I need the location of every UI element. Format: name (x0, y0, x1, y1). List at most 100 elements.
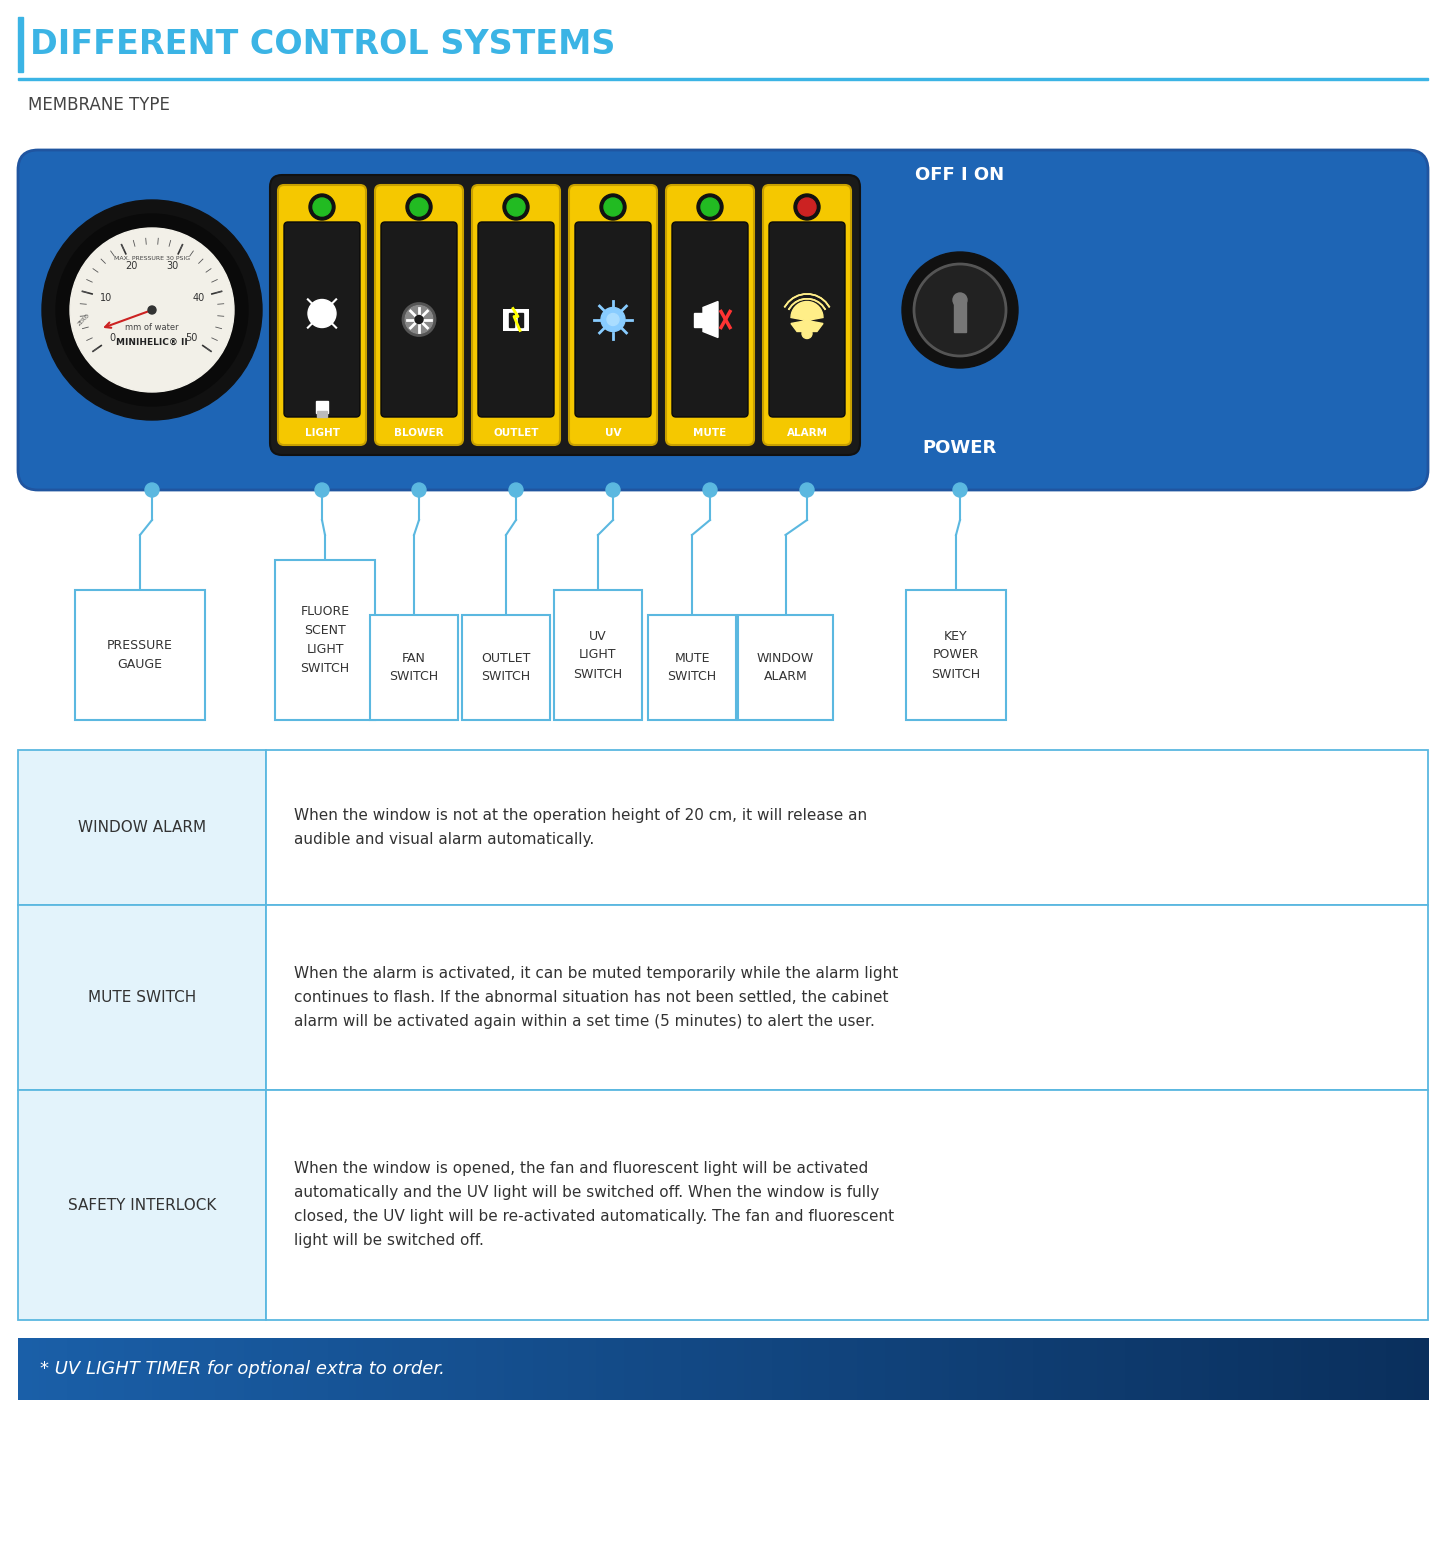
Bar (907, 1337, 914, 1400)
Circle shape (703, 483, 717, 497)
Bar (561, 1337, 568, 1400)
Bar (617, 1337, 625, 1400)
Bar (1152, 1337, 1161, 1400)
Bar (949, 1337, 957, 1400)
Bar (1047, 1337, 1056, 1400)
Bar (610, 1337, 619, 1400)
Text: FAN
SWITCH: FAN SWITCH (389, 652, 438, 683)
Bar (356, 1337, 364, 1400)
Bar (518, 313, 523, 327)
Bar (32, 1337, 40, 1400)
Circle shape (312, 199, 331, 216)
Text: When the window is opened, the fan and fluorescent light will be activated
autom: When the window is opened, the fan and f… (294, 1162, 894, 1248)
Bar (645, 1337, 654, 1400)
Bar (17, 1337, 26, 1400)
Bar (1301, 1337, 1309, 1400)
Bar (399, 1337, 406, 1400)
Bar (752, 1337, 759, 1400)
Circle shape (503, 194, 529, 221)
Bar (314, 1337, 322, 1400)
Bar (412, 1337, 421, 1400)
Circle shape (803, 328, 813, 338)
Text: UV: UV (604, 429, 622, 438)
Bar (1111, 1337, 1119, 1400)
Circle shape (607, 313, 619, 325)
FancyBboxPatch shape (283, 222, 360, 418)
Circle shape (914, 264, 1006, 357)
Bar (1019, 1337, 1027, 1400)
Circle shape (509, 483, 523, 497)
Bar (1090, 1337, 1098, 1400)
Bar (343, 1337, 350, 1400)
Bar (441, 1337, 450, 1400)
Circle shape (411, 199, 428, 216)
Bar (1294, 1337, 1301, 1400)
Circle shape (604, 199, 622, 216)
Bar (1167, 1337, 1176, 1400)
Bar (801, 1337, 808, 1400)
FancyBboxPatch shape (576, 222, 651, 418)
Bar (1076, 1337, 1083, 1400)
Circle shape (308, 299, 335, 327)
Bar (941, 1337, 950, 1400)
Bar (547, 1337, 555, 1400)
Bar (892, 1337, 901, 1400)
Circle shape (953, 483, 967, 497)
Bar (1231, 1337, 1239, 1400)
Bar (596, 1337, 604, 1400)
Bar (509, 313, 513, 327)
Bar (983, 1337, 992, 1400)
Text: MUTE SWITCH: MUTE SWITCH (88, 990, 197, 1006)
Bar (1407, 1337, 1414, 1400)
Bar (865, 1337, 872, 1400)
Text: UV
LIGHT
SWITCH: UV LIGHT SWITCH (574, 629, 623, 680)
Circle shape (412, 483, 427, 497)
Bar (954, 302, 966, 332)
Circle shape (315, 483, 330, 497)
Bar (576, 1337, 583, 1400)
Bar (1351, 1337, 1358, 1400)
Circle shape (902, 252, 1018, 368)
Bar (843, 1337, 850, 1400)
Circle shape (406, 194, 432, 221)
Bar (977, 1337, 985, 1400)
Text: MINIHELIC® II: MINIHELIC® II (116, 338, 188, 347)
Circle shape (697, 194, 723, 221)
Bar (814, 1337, 823, 1400)
Bar (1309, 1337, 1316, 1400)
Bar (554, 590, 642, 719)
Bar (25, 1337, 33, 1400)
Text: 40: 40 (192, 292, 204, 302)
Bar (1005, 1337, 1014, 1400)
Bar (1245, 1337, 1252, 1400)
Bar (250, 1337, 259, 1400)
Bar (1196, 1337, 1203, 1400)
Bar (1316, 1337, 1323, 1400)
Bar (469, 1337, 477, 1400)
Bar (208, 1337, 217, 1400)
Circle shape (602, 308, 625, 332)
Bar (836, 1337, 844, 1400)
Circle shape (69, 228, 234, 393)
Bar (505, 1337, 512, 1400)
Text: PRESSURE
GAUGE: PRESSURE GAUGE (107, 640, 174, 671)
Bar (694, 313, 703, 327)
Bar (1054, 1337, 1063, 1400)
Bar (772, 1337, 781, 1400)
Text: MUTE: MUTE (694, 429, 727, 438)
FancyBboxPatch shape (270, 175, 860, 455)
Bar (299, 1337, 308, 1400)
FancyBboxPatch shape (278, 185, 366, 446)
Bar (294, 1337, 301, 1400)
Polygon shape (703, 302, 719, 338)
Bar (829, 1337, 837, 1400)
Bar (694, 1337, 703, 1400)
Polygon shape (791, 302, 823, 332)
Bar (1027, 1337, 1034, 1400)
Bar (638, 1337, 646, 1400)
Text: WINDOW
ALARM: WINDOW ALARM (756, 652, 814, 683)
Text: ZERO: ZERO (77, 313, 91, 327)
Bar (17, 1090, 266, 1320)
Bar (1252, 1337, 1259, 1400)
Bar (483, 1337, 492, 1400)
